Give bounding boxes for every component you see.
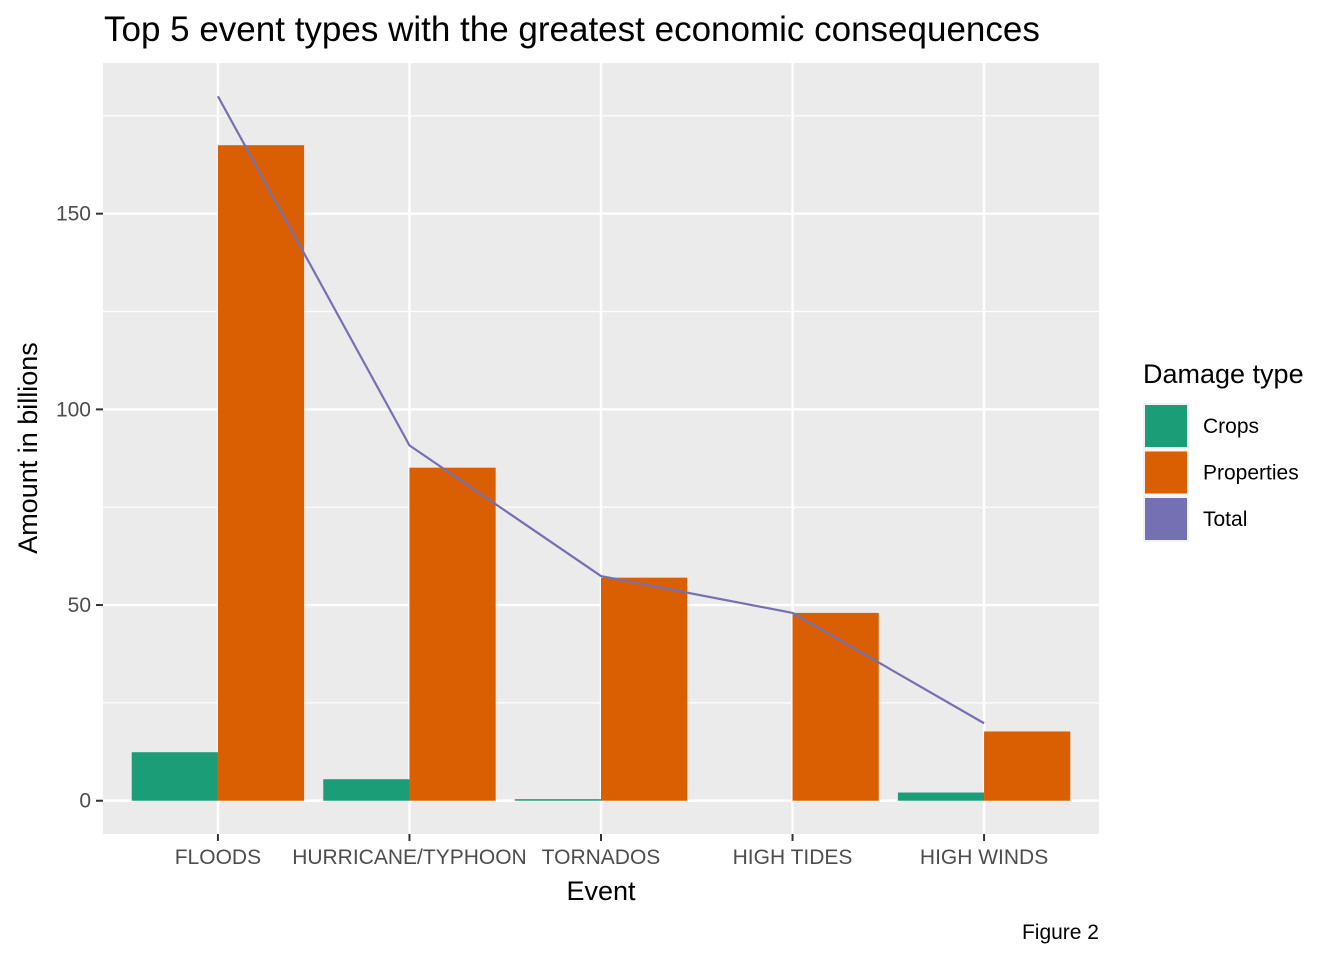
figure-caption: Figure 2 — [1022, 921, 1099, 944]
bar-properties-3 — [792, 612, 879, 801]
bar-crops-2 — [514, 799, 601, 801]
y-axis: 0 50 100 150 — [56, 203, 103, 813]
legend: Damage type Crops Properties Total — [1143, 359, 1304, 542]
legend-key-crops — [1145, 405, 1187, 447]
bar-crops-4 — [897, 792, 985, 801]
x-tick-label: TORNADOS — [542, 846, 661, 869]
x-tick-label: HIGH WINDS — [920, 846, 1048, 869]
y-tick-label: 0 — [79, 790, 91, 813]
legend-label-crops: Crops — [1203, 415, 1259, 438]
chart-title: Top 5 event types with the greatest econ… — [104, 10, 1040, 49]
x-axis-title: Event — [566, 876, 636, 906]
bar-properties-1 — [409, 467, 496, 801]
bar-properties-2 — [601, 577, 688, 801]
x-axis: FLOODS HURRICANE/TYPHOON TORNADOS HIGH TIDE… — [175, 834, 1048, 869]
line-total — [216, 95, 985, 725]
bar-crops-0 — [131, 752, 218, 801]
y-tick-label: 150 — [56, 203, 91, 226]
x-tick-label: HURRICANE/TYPHOON — [292, 846, 527, 869]
bars — [131, 145, 1071, 801]
x-tick-label: FLOODS — [175, 846, 261, 869]
y-axis-title: Amount in billions — [13, 342, 43, 554]
bar-properties-4 — [984, 731, 1071, 801]
bar-crops-1 — [323, 779, 410, 801]
y-tick-label: 50 — [68, 594, 91, 617]
legend-key-total — [1145, 498, 1187, 540]
total-line-layer — [216, 95, 985, 725]
y-tick-label: 100 — [56, 398, 91, 421]
legend-key-properties — [1145, 451, 1187, 494]
legend-label-total: Total — [1203, 508, 1247, 531]
legend-label-properties: Properties — [1203, 462, 1299, 485]
x-tick-label: HIGH TIDES — [733, 846, 853, 869]
bar-properties-0 — [217, 145, 305, 801]
legend-title: Damage type — [1143, 359, 1304, 389]
